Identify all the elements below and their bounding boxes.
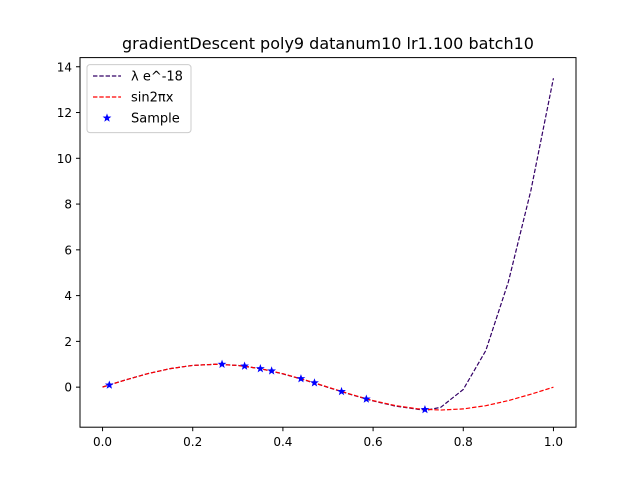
legend-label-sample: Sample (131, 112, 180, 127)
x-tick-label: 0.0 (93, 435, 112, 449)
chart-title: gradientDescent poly9 datanum10 lr1.100 … (122, 34, 534, 53)
x-tick-label: 0.4 (273, 435, 292, 449)
y-tick-label: 2 (64, 335, 72, 349)
x-tick-label: 0.6 (364, 435, 383, 449)
y-tick-label: 12 (57, 106, 72, 120)
series-layer (102, 78, 555, 414)
y-tick-label: 0 (64, 381, 72, 395)
sample-point (240, 361, 249, 370)
sample-point (296, 374, 306, 383)
y-tick-label: 6 (64, 243, 72, 257)
sample-point (337, 386, 346, 396)
x-axis: 0.0 0.2 0.4 0.6 0.8 1.0 (93, 427, 563, 449)
sample-point (420, 404, 430, 414)
y-tick-label: 14 (57, 60, 72, 74)
y-tick-label: 8 (64, 198, 72, 212)
sample-point (104, 380, 114, 389)
sample-point (361, 394, 371, 403)
y-axis: 0 2 4 6 8 10 12 14 (57, 60, 80, 395)
legend-handle-sample-star (102, 113, 112, 122)
x-tick-label: 0.2 (183, 435, 202, 449)
legend: λ e^-18 sin2πx Sample (86, 64, 192, 134)
x-tick-label: 1.0 (544, 435, 563, 449)
sample-point (267, 366, 277, 375)
legend-label-sin: sin2πx (131, 91, 174, 106)
legend-box (86, 64, 192, 134)
sample-point (255, 364, 265, 373)
sample-point (310, 378, 319, 387)
series-line-sin (102, 363, 554, 411)
sample-point (217, 359, 227, 368)
x-tick-label: 0.8 (454, 435, 473, 449)
legend-label-lambda: λ e^-18 (131, 70, 183, 85)
plot-area-frame (79, 57, 577, 428)
y-tick-label: 4 (64, 289, 72, 303)
y-tick-label: 10 (57, 152, 72, 166)
